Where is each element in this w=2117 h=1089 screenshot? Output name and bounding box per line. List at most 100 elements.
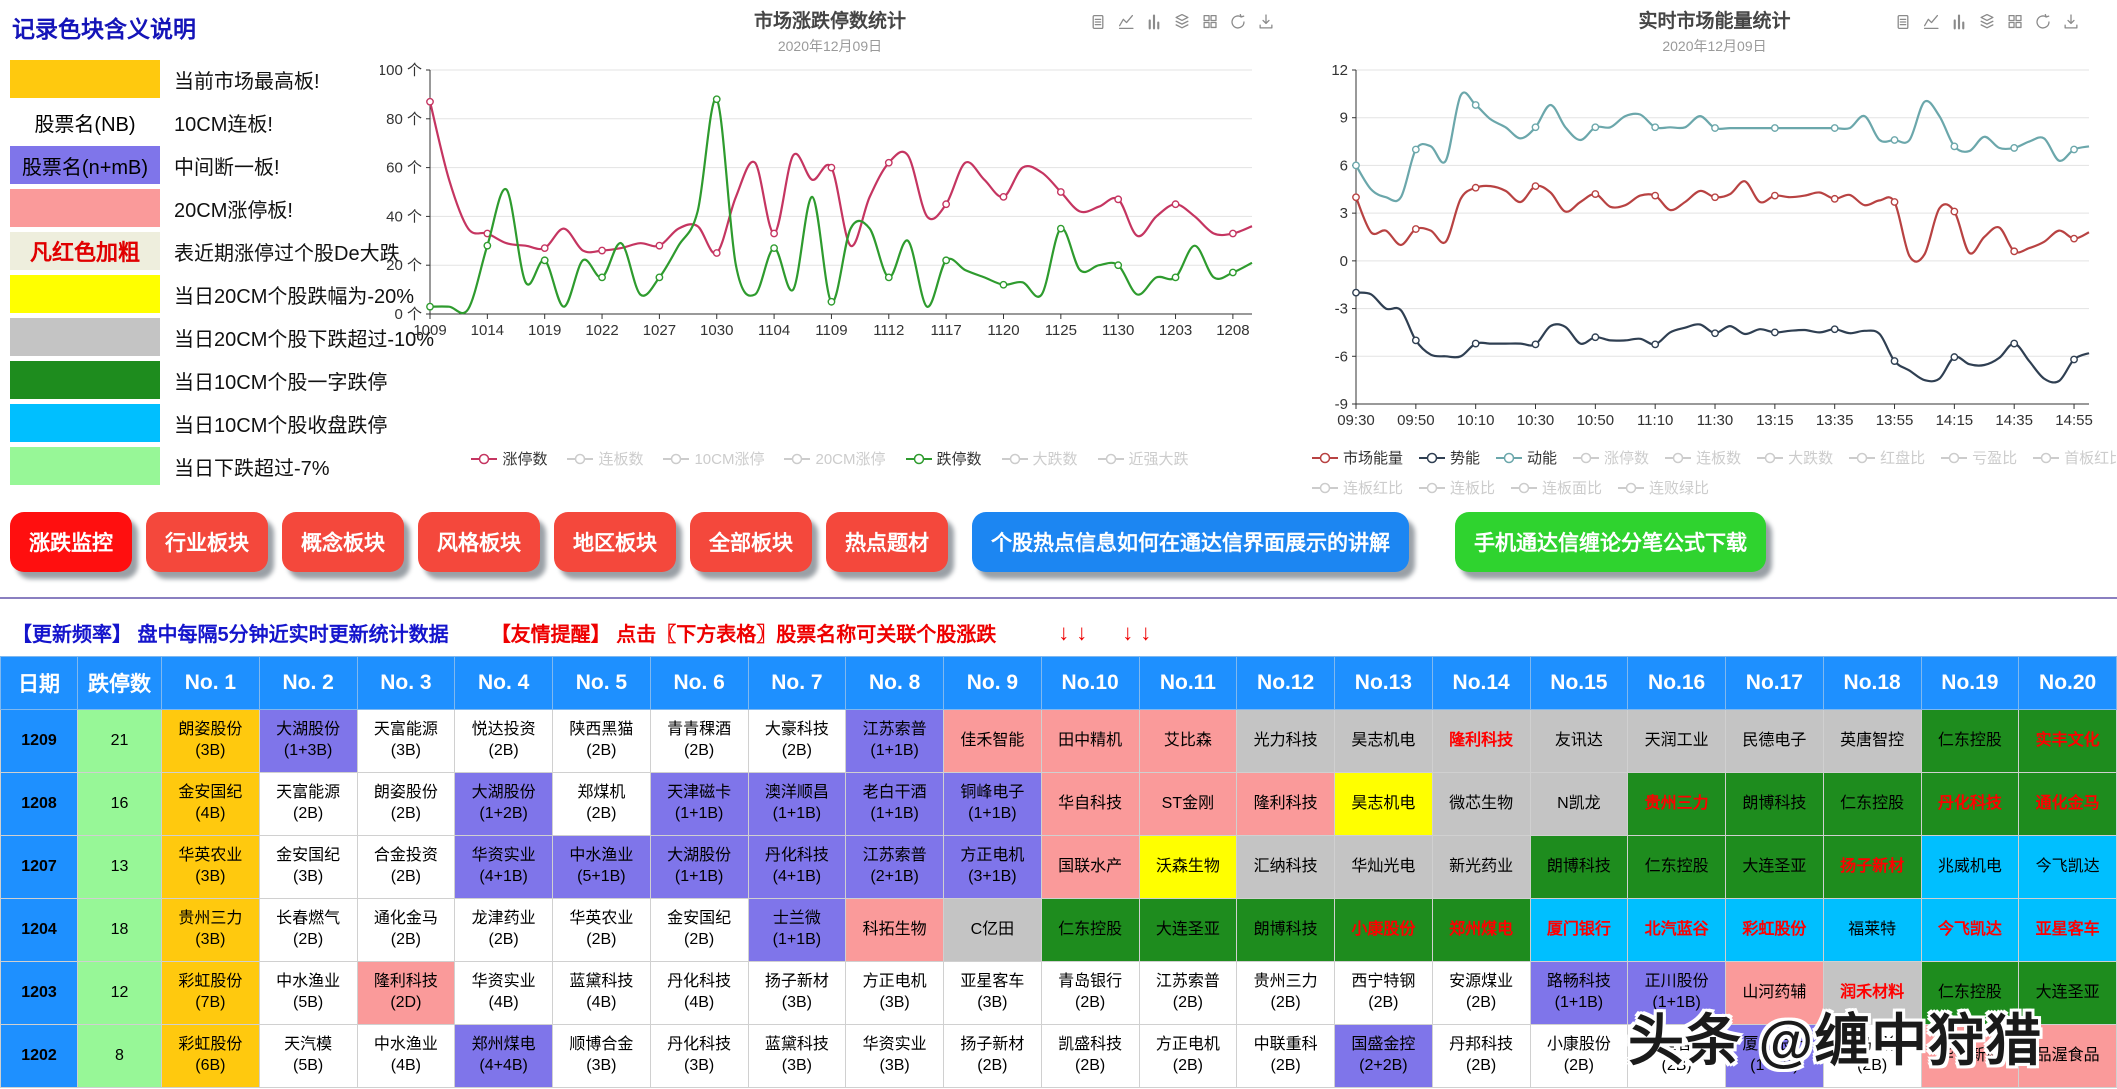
series-legend-item[interactable]: 连败绿比 — [1618, 477, 1709, 498]
series-legend-item[interactable]: 连板红比 — [1312, 477, 1403, 498]
stock-cell[interactable]: 朗博科技 — [1236, 898, 1335, 962]
stock-cell[interactable]: 中水渔业 (5B) — [258, 961, 358, 1025]
tiled-icon[interactable] — [1202, 14, 1218, 30]
series-legend-item[interactable]: 亏盈比 — [1941, 447, 2017, 468]
stock-cell[interactable]: 华英农业 (2B) — [552, 898, 651, 962]
series-legend-item[interactable]: 红盘比 — [1849, 447, 1925, 468]
stock-cell[interactable]: 路畅科技 (1+1B) — [1529, 961, 1629, 1025]
stock-cell[interactable]: 今飞凯达 — [2018, 835, 2117, 899]
series-legend-item[interactable]: 涨停数 — [1573, 447, 1649, 468]
stock-cell[interactable]: N凯龙 — [1529, 772, 1629, 836]
series-legend-item[interactable]: 涨停数 — [471, 448, 547, 469]
stock-cell[interactable]: 仁东控股 — [1040, 898, 1140, 962]
stock-cell[interactable]: 仁东控股 — [1920, 709, 2020, 773]
stock-cell[interactable]: 沃森生物 — [1138, 835, 1238, 899]
stock-cell[interactable]: 大湖股份 (1+3B) — [258, 709, 358, 773]
stock-cell[interactable]: 朗姿股份 (2B) — [356, 772, 456, 836]
stock-cell[interactable]: 龙津药业 (2B) — [454, 898, 553, 962]
stock-cell[interactable]: 华自科技 — [1040, 772, 1140, 836]
stock-cell[interactable]: 仁东控股 — [1920, 961, 2020, 1025]
region-board-button[interactable]: 地区板块 — [554, 512, 676, 572]
series-legend-item[interactable]: 连板比 — [1419, 477, 1495, 498]
stock-cell[interactable]: 兆威机电 — [1920, 835, 2020, 899]
stock-cell[interactable]: 山河药辅 — [1725, 961, 1824, 1025]
stock-cell[interactable]: 金安国纪 (2B) — [649, 898, 749, 962]
stock-cell[interactable]: 西宁特钢 (2B) — [1334, 961, 1433, 1025]
stock-cell[interactable]: 蓝黛科技 (4B) — [552, 961, 651, 1025]
series-legend-item[interactable]: 势能 — [1419, 447, 1480, 468]
stock-cell[interactable]: 小康股份 — [1334, 898, 1433, 962]
stock-cell[interactable]: 大豪科技 (2B) — [747, 709, 847, 773]
stock-cell[interactable]: 士兰微 (1+1B) — [747, 898, 847, 962]
stock-cell[interactable]: 友讯达 — [1529, 709, 1629, 773]
stock-cell[interactable]: 郑煤机 (2B) — [552, 772, 651, 836]
stock-cell[interactable]: 科拓生物 — [845, 898, 944, 962]
stock-cell[interactable]: 彩虹股份 (7B) — [161, 961, 260, 1025]
line-chart-icon[interactable] — [1923, 14, 1939, 30]
stock-cell[interactable]: 江苏索普 (1+1B) — [845, 709, 944, 773]
tdx-formula-download-button[interactable]: 手机通达信缠论分笔公式下载 — [1455, 512, 1766, 572]
stock-cell[interactable]: 丹化科技 — [1920, 772, 2020, 836]
stack-icon[interactable] — [1979, 14, 1995, 30]
stock-cell[interactable]: 仁东控股 — [1822, 772, 1922, 836]
stock-cell[interactable]: 丹邦科技 (2B) — [1431, 1024, 1531, 1088]
stock-cell[interactable]: 丹化科技 (4B) — [649, 961, 749, 1025]
stock-cell[interactable]: 彩虹股份 (6B) — [161, 1024, 260, 1088]
stock-cell[interactable]: 光力科技 — [1236, 709, 1335, 773]
bar-chart-icon[interactable] — [1951, 14, 1967, 30]
concept-board-button[interactable]: 概念板块 — [282, 512, 404, 572]
stock-cell[interactable]: 郑州煤电 (4+4B) — [454, 1024, 553, 1088]
tdx-tutorial-button[interactable]: 个股热点信息如何在通达信界面展示的讲解 — [972, 512, 1409, 572]
stock-cell[interactable]: 铜峰电子 (1+1B) — [943, 772, 1042, 836]
stock-cell[interactable]: ST金刚 — [1138, 772, 1238, 836]
stock-cell[interactable]: 国联水产 — [1040, 835, 1140, 899]
stock-cell[interactable]: 华资实业 (3B) — [845, 1024, 944, 1088]
stock-cell[interactable]: 扬子新材 — [1822, 835, 1922, 899]
stock-cell[interactable]: 丹化科技 (4+1B) — [747, 835, 847, 899]
stock-cell[interactable]: 福莱特 — [1822, 898, 1922, 962]
stock-cell[interactable]: 仁东控股 — [1627, 835, 1726, 899]
stock-cell[interactable]: 郑州煤电 — [1431, 898, 1531, 962]
series-legend-item[interactable]: 市场能量 — [1312, 447, 1403, 468]
stock-cell[interactable]: 英唐智控 — [1822, 709, 1922, 773]
stock-cell[interactable]: 天富能源 (2B) — [258, 772, 358, 836]
series-legend-item[interactable]: 连板面比 — [1511, 477, 1602, 498]
series-legend-item[interactable]: 连板数 — [1665, 447, 1741, 468]
stock-cell[interactable]: 安源煤业 (2B) — [1431, 961, 1531, 1025]
stock-cell[interactable]: 朗博科技 — [1529, 835, 1629, 899]
stock-cell[interactable]: 方正电机 (3B) — [845, 961, 944, 1025]
stock-cell[interactable]: 彩虹股份 — [1725, 898, 1824, 962]
stock-cell[interactable]: 金安国纪 (4B) — [161, 772, 260, 836]
stock-cell[interactable]: 中联重科 (2B) — [1236, 1024, 1335, 1088]
stock-cell[interactable]: 丹化科技 (3B) — [649, 1024, 749, 1088]
stock-cell[interactable]: 老白干酒 (1+1B) — [845, 772, 944, 836]
hot-topic-button[interactable]: 热点题材 — [826, 512, 948, 572]
stock-cell[interactable]: 今飞凯达 — [1920, 898, 2020, 962]
stock-cell[interactable]: 天汽模 (5B) — [258, 1024, 358, 1088]
stock-cell[interactable]: 方正电机 (2B) — [1138, 1024, 1238, 1088]
stock-cell[interactable]: 金安国纪 (3B) — [258, 835, 358, 899]
data-view-icon[interactable] — [1895, 14, 1911, 30]
stock-cell[interactable]: 扬子新材 (2B) — [943, 1024, 1042, 1088]
stock-cell[interactable]: 小康股份 (2B) — [1529, 1024, 1629, 1088]
stock-cell[interactable]: 佳禾智能 — [943, 709, 1042, 773]
stock-cell[interactable]: 通化金马 — [2018, 772, 2117, 836]
stock-cell[interactable]: 正川股份 (1+1B) — [1627, 961, 1726, 1025]
stock-cell[interactable]: 朗博科技 — [1725, 772, 1824, 836]
stock-cell[interactable]: 青岛银行 (2B) — [1040, 961, 1140, 1025]
stock-cell[interactable]: 悦达投资 (2B) — [454, 709, 553, 773]
line-chart-icon[interactable] — [1118, 14, 1134, 30]
stock-cell[interactable]: 亚星客车 (3B) — [943, 961, 1042, 1025]
stock-cell[interactable]: 天润工业 — [1627, 709, 1726, 773]
stock-cell[interactable]: C亿田 — [943, 898, 1042, 962]
stock-cell[interactable]: 蓝黛科技 (3B) — [747, 1024, 847, 1088]
stock-cell[interactable]: 大连圣亚 — [1138, 898, 1238, 962]
stock-cell[interactable]: 昊志机电 — [1334, 772, 1433, 836]
stock-cell[interactable]: 微芯生物 — [1431, 772, 1531, 836]
stock-cell[interactable]: 隆利科技 — [1431, 709, 1531, 773]
stock-cell[interactable]: 贵州三力 (2B) — [1236, 961, 1335, 1025]
stock-cell[interactable]: 方正电机 (3+1B) — [943, 835, 1042, 899]
style-board-button[interactable]: 风格板块 — [418, 512, 540, 572]
stock-cell[interactable]: 隆利科技 (2D) — [356, 961, 456, 1025]
stock-cell[interactable]: 田中精机 — [1040, 709, 1140, 773]
